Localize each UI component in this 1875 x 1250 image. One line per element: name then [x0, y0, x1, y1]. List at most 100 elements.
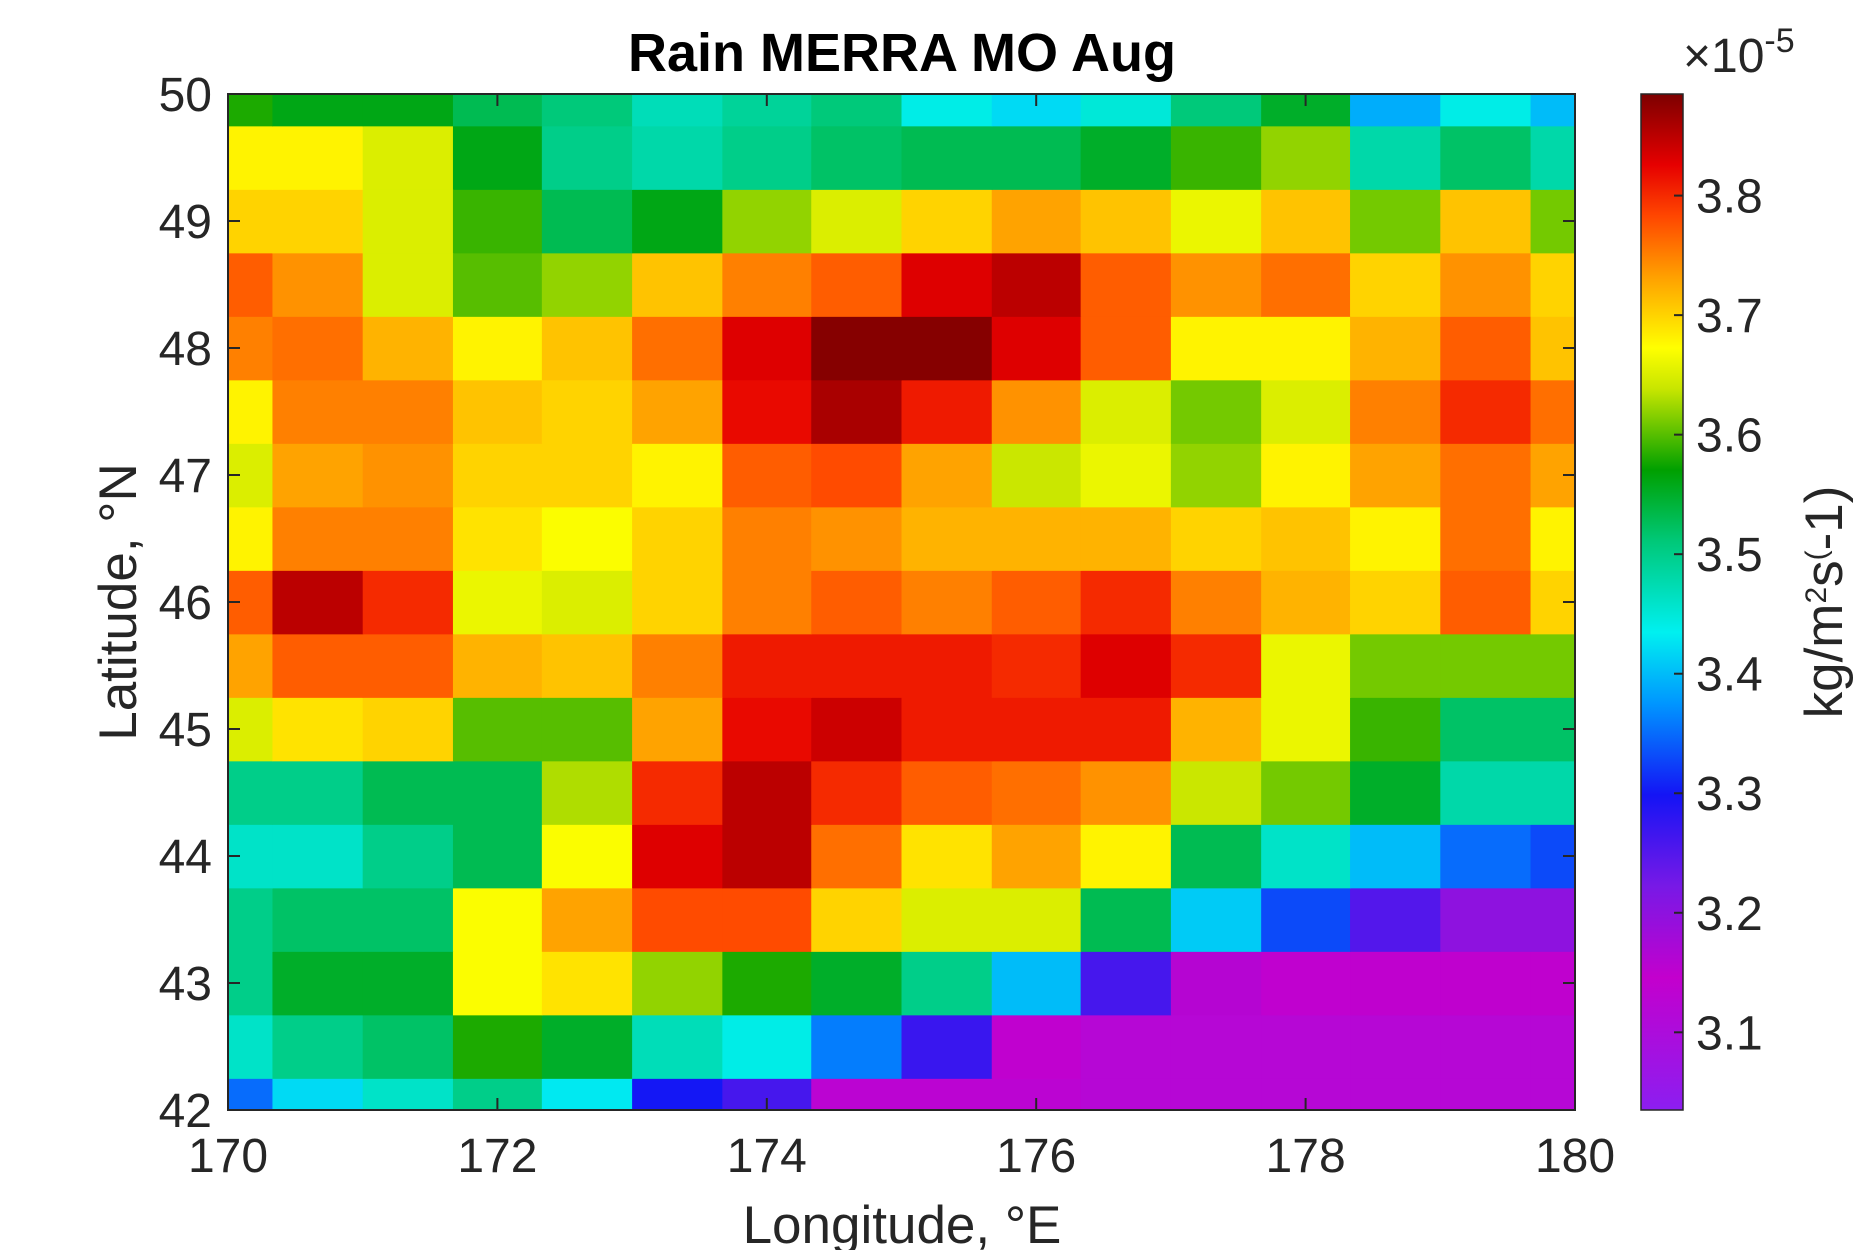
heatmap-cell — [811, 506, 903, 571]
heatmap-cell — [1261, 252, 1351, 317]
heatmap-cell — [272, 379, 364, 444]
heatmap-cell — [1170, 824, 1262, 889]
heatmap-cell — [362, 760, 454, 825]
colorbar-exponent-text: ×10-5 — [1683, 22, 1795, 83]
heatmap-cell — [1080, 1078, 1172, 1111]
x-tick-label: 170 — [188, 1130, 268, 1183]
heatmap-cell — [362, 887, 454, 952]
heatmap-cell — [1080, 125, 1172, 190]
heatmap-cell — [1170, 887, 1262, 952]
heatmap-cell — [632, 379, 723, 444]
heatmap-cell — [811, 570, 903, 635]
heatmap-cell — [1261, 697, 1351, 762]
heatmap-cell — [1080, 1014, 1172, 1079]
heatmap-cell — [722, 252, 812, 317]
heatmap-cell — [1080, 443, 1172, 508]
heatmap-cell — [272, 252, 364, 317]
heatmap-cell — [362, 316, 454, 381]
heatmap-cell — [1261, 379, 1351, 444]
heatmap-cell — [901, 951, 993, 1016]
colorbar-tick-label: 3.3 — [1696, 768, 1763, 821]
heatmap-cell — [272, 824, 364, 889]
heatmap-cell — [722, 316, 812, 381]
heatmap-cells — [228, 94, 1576, 1111]
heatmap-cell — [632, 887, 723, 952]
heatmap-cell — [1080, 252, 1172, 317]
colorbar-tick-label: 3.8 — [1696, 171, 1763, 224]
heatmap-cell — [1080, 189, 1172, 254]
heatmap-cell — [991, 506, 1082, 571]
colorbar-tick-label: 3.7 — [1696, 290, 1763, 343]
heatmap-cell — [362, 252, 454, 317]
heatmap-cell — [811, 887, 903, 952]
heatmap-cell — [991, 697, 1082, 762]
heatmap-cell — [452, 697, 543, 762]
heatmap-cell — [362, 94, 454, 127]
heatmap-cell — [1170, 379, 1262, 444]
y-tick-label: 42 — [159, 1085, 212, 1138]
heatmap-cell — [452, 1014, 543, 1079]
heatmap-cell — [1080, 951, 1172, 1016]
heatmap-cell — [1170, 252, 1262, 317]
y-tick-label: 48 — [159, 323, 212, 376]
heatmap-cell — [1440, 887, 1532, 952]
heatmap-cell — [1350, 1014, 1441, 1079]
heatmap-cell — [632, 94, 723, 127]
heatmap-cell — [991, 824, 1082, 889]
heatmap-cell — [901, 252, 993, 317]
heatmap-cell — [632, 189, 723, 254]
heatmap-cell — [541, 760, 633, 825]
heatmap-cell — [452, 824, 543, 889]
colorbar-label: kg/m2s(-1) — [1795, 486, 1854, 719]
heatmap-cell — [901, 316, 993, 381]
heatmap-cell — [1261, 951, 1351, 1016]
heatmap-cell — [1261, 570, 1351, 635]
heatmap-cell — [632, 824, 723, 889]
y-tick-label: 45 — [159, 704, 212, 757]
heatmap-cell — [541, 189, 633, 254]
heatmap-cell — [1530, 1078, 1576, 1111]
heatmap-cell — [541, 316, 633, 381]
heatmap-cell — [272, 1078, 364, 1111]
heatmap-cell — [1170, 760, 1262, 825]
x-axis-ticks: 170 172 174 176 178 180 — [188, 94, 1615, 1183]
heatmap-cell — [722, 760, 812, 825]
heatmap-cell — [272, 506, 364, 571]
heatmap-cell — [901, 1078, 993, 1111]
heatmap-cell — [1530, 506, 1576, 571]
heatmap-cell — [272, 94, 364, 127]
heatmap-cell — [452, 633, 543, 698]
heatmap-cell — [362, 1078, 454, 1111]
heatmap-cell — [632, 633, 723, 698]
heatmap-cell — [228, 379, 274, 444]
heatmap-cell — [272, 316, 364, 381]
heatmap-cell — [1440, 824, 1532, 889]
heatmap-cell — [1261, 824, 1351, 889]
heatmap-cell — [541, 824, 633, 889]
heatmap-cell — [1350, 887, 1441, 952]
y-tick-label: 49 — [159, 196, 212, 249]
heatmap-cell — [1350, 94, 1441, 127]
heatmap-cell — [1440, 379, 1532, 444]
heatmap-cell — [1080, 570, 1172, 635]
heatmap-cell — [1080, 760, 1172, 825]
heatmap-cell — [901, 760, 993, 825]
heatmap-cell — [1440, 1014, 1532, 1079]
heatmap-cell — [1170, 189, 1262, 254]
x-tick-label: 180 — [1535, 1130, 1615, 1183]
heatmap-cell — [452, 316, 543, 381]
heatmap-cell — [228, 1078, 274, 1111]
heatmap-cell — [1440, 633, 1532, 698]
heatmap-cell — [1530, 252, 1576, 317]
heatmap-cell — [1261, 316, 1351, 381]
colorbar — [1640, 93, 1684, 1111]
heatmap-cell — [541, 379, 633, 444]
heatmap-cell — [1170, 697, 1262, 762]
heatmap-cell — [811, 697, 903, 762]
x-tick-label: 176 — [996, 1130, 1076, 1183]
heatmap-cell — [991, 125, 1082, 190]
heatmap-cell — [362, 443, 454, 508]
heatmap-cell — [1080, 316, 1172, 381]
heatmap-cell — [1350, 379, 1441, 444]
heatmap-cell — [452, 951, 543, 1016]
